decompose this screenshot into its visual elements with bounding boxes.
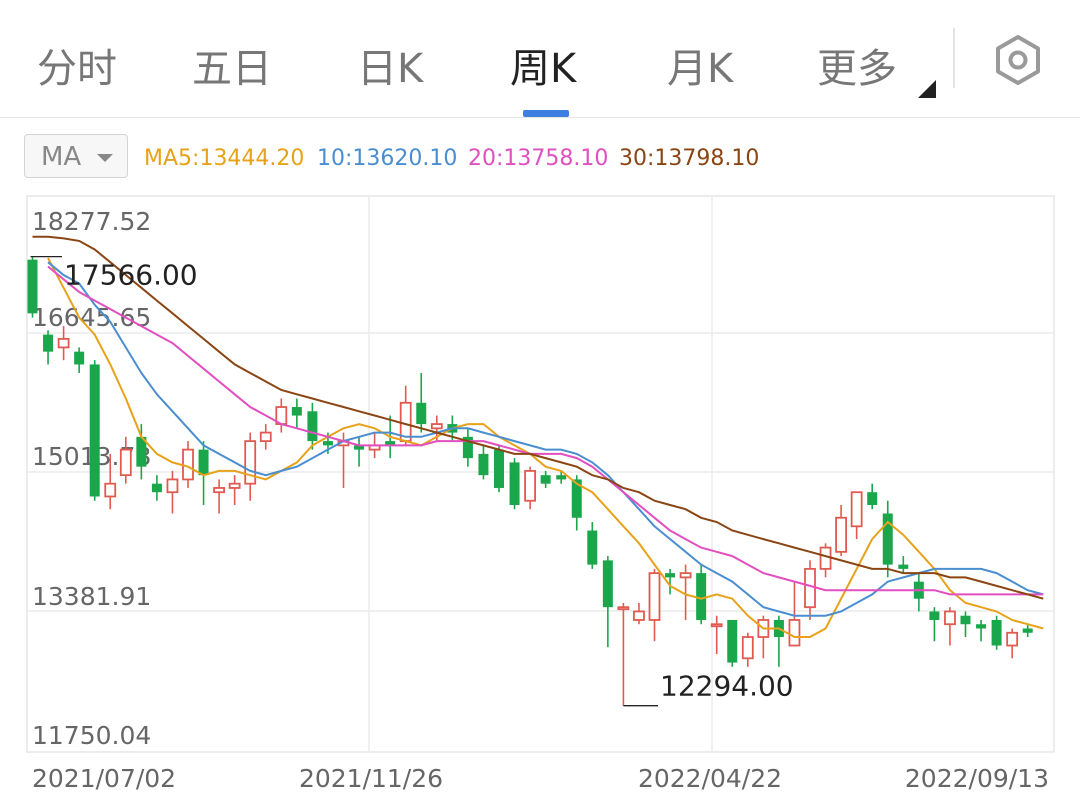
candle-body-down bbox=[991, 619, 1002, 646]
candle-body-up bbox=[213, 487, 226, 494]
candle-body-down bbox=[89, 364, 100, 497]
candle-body-down bbox=[43, 334, 54, 352]
x-tick-label: 2021/11/26 bbox=[299, 764, 443, 793]
y-tick-label: 18277.52 bbox=[32, 207, 151, 236]
candle-body-down bbox=[602, 560, 613, 608]
candle-body-up bbox=[166, 478, 179, 494]
candle-body-up bbox=[244, 440, 257, 485]
indicator-select-value: MA bbox=[41, 142, 82, 172]
candle-body-down bbox=[354, 445, 365, 450]
candle-body-up bbox=[944, 610, 956, 626]
candle-body-down bbox=[494, 449, 504, 488]
tab-daily-k[interactable]: 日K bbox=[357, 46, 424, 92]
candle-body-up bbox=[259, 431, 272, 443]
candle-body-down bbox=[478, 453, 489, 476]
candle-body-up bbox=[119, 448, 132, 477]
candle-body-down bbox=[882, 513, 893, 565]
candle-body-down bbox=[322, 441, 333, 446]
ma30-line bbox=[32, 235, 1044, 600]
candle-body-up bbox=[850, 491, 863, 528]
candle-body-down bbox=[960, 615, 971, 625]
candle-body-down bbox=[1022, 628, 1033, 633]
x-tick-label: 2022/09/13 bbox=[905, 764, 1049, 793]
candle-body-down bbox=[307, 411, 318, 442]
tab-weekly-k[interactable]: 周K bbox=[510, 46, 577, 92]
candle-body-down bbox=[385, 441, 396, 446]
candle-body-down bbox=[696, 573, 707, 620]
ma30-legend: 30:13798.10 bbox=[619, 146, 760, 171]
candle-body-down bbox=[416, 402, 427, 425]
candle-body-down bbox=[291, 407, 302, 416]
candle-body-up bbox=[104, 482, 117, 498]
candle-body-down bbox=[665, 573, 676, 578]
candle-body-up bbox=[648, 572, 661, 621]
hexagon-gear-icon[interactable] bbox=[993, 34, 1043, 86]
tab-more[interactable]: 更多 bbox=[817, 46, 897, 92]
candle-body-up bbox=[804, 567, 816, 609]
plot-frame bbox=[26, 195, 1055, 753]
candle-body-down bbox=[151, 483, 162, 493]
candle-body-down bbox=[27, 259, 38, 314]
candle-body-up bbox=[57, 337, 70, 349]
candle-body-up bbox=[633, 610, 645, 621]
active-tab-indicator bbox=[523, 110, 569, 117]
tab-five-day[interactable]: 五日 bbox=[192, 46, 272, 92]
candle-body-up bbox=[617, 606, 630, 611]
candle-body-up bbox=[524, 470, 536, 502]
y-tick-label: 16645.65 bbox=[32, 303, 151, 332]
candle-body-down bbox=[571, 479, 582, 518]
candle-body-up bbox=[741, 636, 754, 660]
candle-body-down bbox=[462, 436, 473, 459]
x-tick-label: 2021/07/02 bbox=[32, 764, 176, 793]
candle-body-down bbox=[867, 492, 878, 505]
candle-body-up bbox=[835, 516, 847, 553]
ma20-legend: 20:13758.10 bbox=[468, 146, 609, 171]
candle-body-down bbox=[898, 564, 909, 569]
candle-body-down bbox=[509, 462, 520, 505]
low-annotation: 12294.00 bbox=[660, 670, 794, 703]
tab-intraday[interactable]: 分时 bbox=[37, 46, 117, 92]
candle-body-down bbox=[540, 475, 551, 484]
candle-body-up bbox=[430, 423, 443, 430]
ma10-legend: 10:13620.10 bbox=[317, 146, 458, 171]
ma5-legend: MA5:13444.20 bbox=[144, 146, 305, 171]
candle-body-up bbox=[679, 572, 692, 579]
candle-body-down bbox=[556, 475, 567, 480]
candle-body-down bbox=[74, 351, 85, 365]
ma10-line bbox=[47, 261, 1044, 617]
candle-body-up bbox=[228, 482, 241, 489]
chevron-down-icon bbox=[97, 154, 113, 162]
candle-body-down bbox=[727, 619, 738, 663]
tab-monthly-k[interactable]: 月K bbox=[667, 46, 734, 92]
candle-body-down bbox=[976, 624, 987, 629]
indicator-select[interactable]: MA bbox=[24, 134, 128, 178]
candle-body-up bbox=[710, 623, 723, 628]
candle-body-up bbox=[1006, 631, 1019, 647]
high-annotation: 17566.00 bbox=[64, 259, 198, 292]
divider bbox=[953, 28, 955, 88]
candle-body-down bbox=[587, 530, 598, 565]
candle-body-up bbox=[788, 619, 801, 647]
candle-body-down bbox=[929, 611, 940, 620]
candle-body-up bbox=[819, 546, 832, 570]
more-dropdown-icon[interactable] bbox=[918, 80, 936, 98]
candle-body-down bbox=[136, 436, 147, 467]
y-tick-label: 11750.04 bbox=[32, 721, 151, 750]
period-tab-bar: 分时 五日 日K 周K 月K 更多 bbox=[0, 0, 1080, 118]
candle-body-up bbox=[182, 448, 194, 481]
ma5-line bbox=[47, 257, 1044, 638]
candle-body-down bbox=[198, 449, 209, 476]
ma20-line bbox=[47, 265, 1044, 596]
x-tick-label: 2022/04/22 bbox=[638, 764, 782, 793]
y-tick-label: 13381.91 bbox=[32, 582, 151, 611]
